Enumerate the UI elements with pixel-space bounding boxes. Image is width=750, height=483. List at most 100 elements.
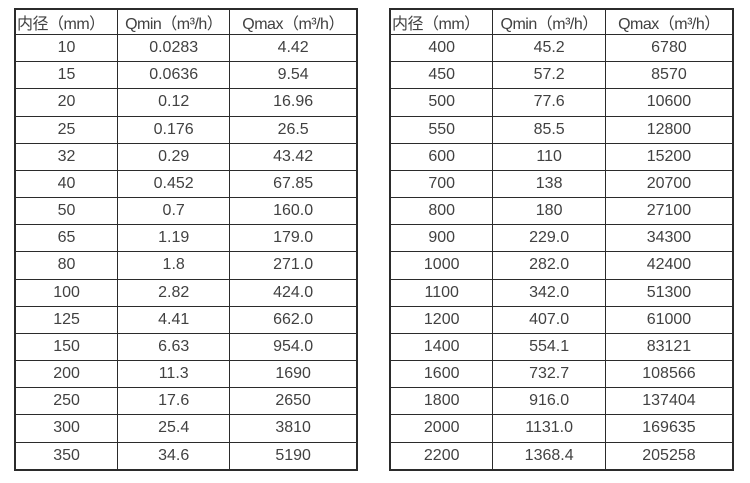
table-row: 20 0.12 16.96 xyxy=(14,88,358,117)
cell-qmax: 27100 xyxy=(604,197,734,226)
table-row: 300 25.4 3810 xyxy=(14,414,358,443)
cell-diameter: 350 xyxy=(14,441,119,471)
table-row: 65 1.19 179.0 xyxy=(14,224,358,253)
cell-diameter: 900 xyxy=(389,224,494,253)
table-row: 150 6.63 954.0 xyxy=(14,332,358,362)
cell-qmin: 4.41 xyxy=(117,305,231,334)
cell-qmax: 2650 xyxy=(229,387,358,416)
table-row: 400 45.2 6780 xyxy=(389,33,734,63)
table-row: 100 2.82 424.0 xyxy=(14,278,358,307)
table-row: 700 138 20700 xyxy=(389,169,734,199)
cell-qmin: 0.452 xyxy=(117,169,231,199)
cell-qmin: 0.0636 xyxy=(117,61,231,90)
cell-diameter: 100 xyxy=(14,278,119,307)
flow-table-large-diameters: 内径（mm） Qmin（m³/h） Qmax（m³/h） 400 45.2 6780… xyxy=(389,8,734,471)
flow-table: 内径（mm） Qmin（m³/h） Qmax（m³/h） 10 0.0283 4.4… xyxy=(14,8,358,471)
cell-diameter: 200 xyxy=(14,360,119,389)
table-row: 2200 1368.4 205258 xyxy=(389,441,734,471)
cell-qmin: 85.5 xyxy=(492,115,606,144)
cell-qmin: 0.12 xyxy=(117,88,231,117)
cell-qmin: 17.6 xyxy=(117,387,231,416)
cell-qmax: 4.42 xyxy=(229,33,358,63)
cell-qmax: 271.0 xyxy=(229,251,358,280)
cell-diameter: 700 xyxy=(389,169,494,199)
table-row: 350 34.6 5190 xyxy=(14,441,358,471)
cell-qmax: 5190 xyxy=(229,441,358,471)
cell-qmin: 1131.0 xyxy=(492,414,606,443)
cell-qmax: 108566 xyxy=(604,360,734,389)
cell-diameter: 150 xyxy=(14,332,119,362)
cell-diameter: 400 xyxy=(389,33,494,63)
cell-qmin: 138 xyxy=(492,169,606,199)
cell-qmax: 42400 xyxy=(604,251,734,280)
table-row: 32 0.29 43.42 xyxy=(14,142,358,171)
cell-qmax: 51300 xyxy=(604,278,734,307)
cell-qmin: 407.0 xyxy=(492,305,606,334)
cell-qmax: 954.0 xyxy=(229,332,358,362)
cell-diameter: 80 xyxy=(14,251,119,280)
cell-qmax: 15200 xyxy=(604,142,734,171)
table-row: 250 17.6 2650 xyxy=(14,387,358,416)
cell-qmax: 34300 xyxy=(604,224,734,253)
cell-diameter: 20 xyxy=(14,88,119,117)
table-row: 25 0.176 26.5 xyxy=(14,115,358,144)
table-row: 1000 282.0 42400 xyxy=(389,251,734,280)
flow-table: 内径（mm） Qmin（m³/h） Qmax（m³/h） 400 45.2 6780… xyxy=(389,8,734,471)
cell-qmin: 916.0 xyxy=(492,387,606,416)
cell-diameter: 125 xyxy=(14,305,119,334)
table-row: 10 0.0283 4.42 xyxy=(14,33,358,63)
cell-diameter: 450 xyxy=(389,61,494,90)
cell-qmin: 0.7 xyxy=(117,197,231,226)
header-qmin: Qmin（m³/h） xyxy=(117,8,231,35)
cell-qmax: 12800 xyxy=(604,115,734,144)
table-row: 80 1.8 271.0 xyxy=(14,251,358,280)
cell-diameter: 2200 xyxy=(389,441,494,471)
table-row: 1100 342.0 51300 xyxy=(389,278,734,307)
table-row: 1400 554.1 83121 xyxy=(389,332,734,362)
header-qmax: Qmax（m³/h） xyxy=(604,8,734,35)
cell-diameter: 1200 xyxy=(389,305,494,334)
cell-diameter: 1100 xyxy=(389,278,494,307)
cell-qmax: 1690 xyxy=(229,360,358,389)
cell-qmax: 83121 xyxy=(604,332,734,362)
cell-qmin: 45.2 xyxy=(492,33,606,63)
table-row: 1600 732.7 108566 xyxy=(389,360,734,389)
cell-qmin: 180 xyxy=(492,197,606,226)
table-row: 550 85.5 12800 xyxy=(389,115,734,144)
cell-qmin: 554.1 xyxy=(492,332,606,362)
cell-diameter: 550 xyxy=(389,115,494,144)
cell-qmax: 26.5 xyxy=(229,115,358,144)
cell-qmax: 160.0 xyxy=(229,197,358,226)
cell-qmax: 137404 xyxy=(604,387,734,416)
table-row: 900 229.0 34300 xyxy=(389,224,734,253)
table-row: 600 110 15200 xyxy=(389,142,734,171)
cell-qmin: 77.6 xyxy=(492,88,606,117)
cell-qmax: 8570 xyxy=(604,61,734,90)
cell-diameter: 32 xyxy=(14,142,119,171)
cell-qmin: 1368.4 xyxy=(492,441,606,471)
cell-qmax: 6780 xyxy=(604,33,734,63)
cell-qmax: 179.0 xyxy=(229,224,358,253)
cell-qmax: 20700 xyxy=(604,169,734,199)
cell-qmin: 25.4 xyxy=(117,414,231,443)
cell-qmin: 0.0283 xyxy=(117,33,231,63)
table-row: 40 0.452 67.85 xyxy=(14,169,358,199)
cell-qmax: 16.96 xyxy=(229,88,358,117)
cell-qmax: 169635 xyxy=(604,414,734,443)
table-row: 200 11.3 1690 xyxy=(14,360,358,389)
cell-qmin: 229.0 xyxy=(492,224,606,253)
flow-table-small-diameters: 内径（mm） Qmin（m³/h） Qmax（m³/h） 10 0.0283 4.4… xyxy=(14,8,358,471)
table-row: 125 4.41 662.0 xyxy=(14,305,358,334)
cell-qmin: 1.8 xyxy=(117,251,231,280)
cell-diameter: 1600 xyxy=(389,360,494,389)
header-row: 内径（mm） Qmin（m³/h） Qmax（m³/h） xyxy=(14,8,358,35)
cell-diameter: 10 xyxy=(14,33,119,63)
table-row: 50 0.7 160.0 xyxy=(14,197,358,226)
table-row: 15 0.0636 9.54 xyxy=(14,61,358,90)
table-row: 450 57.2 8570 xyxy=(389,61,734,90)
cell-qmax: 61000 xyxy=(604,305,734,334)
cell-qmin: 11.3 xyxy=(117,360,231,389)
cell-qmin: 282.0 xyxy=(492,251,606,280)
table-row: 800 180 27100 xyxy=(389,197,734,226)
